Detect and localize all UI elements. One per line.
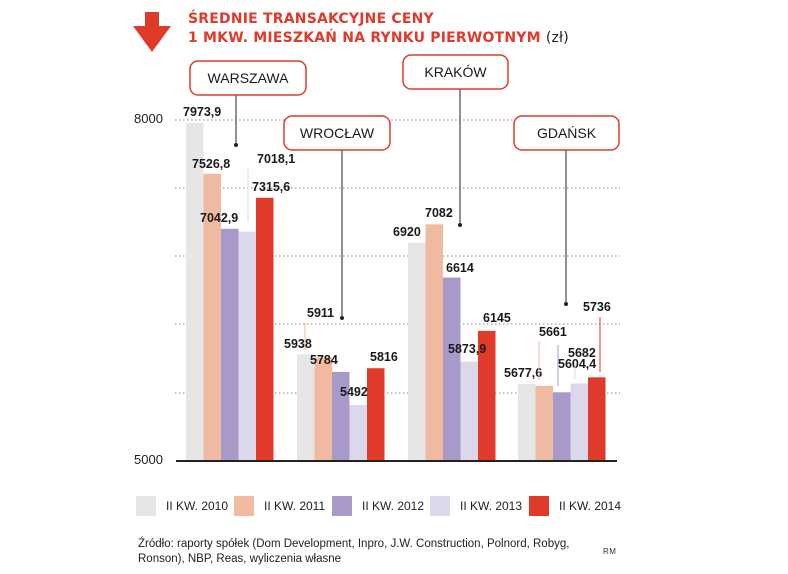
data-label-warszawa-0: 7973,9 [183, 105, 221, 119]
city-connector-dot-gdańsk [564, 302, 568, 306]
legend-swatch-1 [234, 496, 254, 516]
y-tick-label-8000: 8000 [134, 111, 163, 126]
legend-item-1: II KW. 2011 [234, 495, 325, 517]
legend: II KW. 2010 II KW. 2011 II KW. 2012 II KW. … [136, 495, 656, 517]
city-connector-dot-kraków [458, 223, 462, 227]
bar-wrocław-0 [297, 354, 315, 461]
city-box-kraków [402, 54, 509, 90]
title-line-2-text: 1 MKW. MIESZKAŃ NA RYNKU PIERWOTNYM [188, 30, 541, 46]
source-line-1: Źródło: raporty spółek (Dom Development,… [138, 538, 570, 550]
legend-swatch-0 [136, 496, 156, 516]
bar-wrocław-3 [349, 405, 367, 461]
legend-label-1: II KW. 2011 [264, 499, 326, 513]
bar-gdańsk-0 [518, 383, 536, 461]
legend-label-3: II KW. 2013 [460, 499, 523, 513]
y-axis: 5000 8000 [134, 111, 617, 467]
city-connector-dot-wrocław [340, 316, 344, 320]
bar-kraków-0 [408, 242, 426, 461]
city-label-kraków: KRAKÓW [424, 64, 487, 80]
source-note: Źródło: raporty spółek (Dom Development,… [138, 537, 569, 567]
chart-title: ŚREDNIE TRANSAKCYJNE CENY 1 MKW. MIESZKA… [188, 10, 569, 48]
source-line-2: Ronson), NBP, Reas, wyliczenia własne [138, 553, 342, 565]
data-label-gdańsk-0: 5677,6 [504, 366, 542, 380]
legend-swatch-2 [332, 496, 352, 516]
data-label-gdańsk-2: 5604,4 [558, 357, 596, 371]
data-label-kraków-3: 5873,9 [448, 342, 486, 356]
data-label-warszawa-2: 7042,9 [200, 211, 238, 225]
title-line-1: ŚREDNIE TRANSAKCYJNE CENY [188, 11, 434, 27]
bar-kraków-4 [478, 330, 496, 461]
data-label-wrocław-2: 5784 [310, 353, 338, 367]
arrow-down-icon [133, 12, 171, 52]
data-label-wrocław-0: 5938 [284, 337, 312, 351]
bar-warszawa-2 [221, 228, 239, 461]
legend-item-0: II KW. 2010 [136, 495, 228, 517]
bar-wrocław-4 [367, 368, 385, 461]
city-label-gdańsk: GDAŃSK [537, 125, 597, 141]
legend-swatch-3 [430, 496, 450, 516]
data-label-kraków-0: 6920 [393, 225, 421, 239]
data-label-warszawa-3: 7018,1 [257, 152, 295, 166]
bar-gdańsk-2 [553, 392, 571, 461]
bar-kraków-2 [443, 277, 461, 461]
bar-wrocław-1 [314, 357, 332, 461]
legend-item-2: II KW. 2012 [332, 495, 424, 517]
city-box-warszawa [189, 60, 307, 96]
data-label-warszawa-1: 7526,8 [192, 157, 230, 171]
bar-kraków-1 [425, 224, 443, 461]
bar-warszawa-4 [256, 197, 274, 462]
bar-gdańsk-3 [570, 383, 588, 461]
legend-swatch-4 [529, 496, 549, 516]
legend-item-3: II KW. 2013 [430, 495, 522, 517]
legend-item-4: II KW. 2014 [529, 495, 621, 517]
city-connector-dot-warszawa [234, 143, 238, 147]
city-labels: WARSZAWA WROCŁAW KRAKÓW GDAŃSK [189, 54, 620, 320]
city-label-wrocław: WROCŁAW [300, 125, 375, 141]
city-box-wrocław [283, 115, 391, 151]
title-unit: (zł) [545, 30, 569, 46]
data-label-wrocław-3: 5492 [340, 385, 368, 399]
bar-kraków-3 [460, 361, 478, 461]
data-label-kraków-4: 6145 [483, 311, 511, 325]
legend-label-4: II KW. 2014 [559, 499, 622, 513]
data-label-gdańsk-3: 5682 [568, 346, 596, 360]
author-initials: RM [603, 547, 617, 556]
data-label-kraków-2: 6614 [446, 261, 474, 275]
city-box-gdańsk [513, 115, 620, 151]
data-label-gdańsk-1: 5661 [539, 325, 567, 339]
data-label-kraków-1: 7082 [425, 206, 453, 220]
bar-gdańsk-1 [535, 385, 553, 461]
bar-warszawa-1 [203, 173, 221, 462]
data-label-warszawa-4: 7315,6 [252, 180, 290, 194]
data-label-gdańsk-4: 5736 [583, 300, 611, 314]
data-labels: 7973,9 7526,8 7042,9 7018,1 7315,6 5938 5911 57… [183, 105, 611, 399]
bar-gdańsk-4 [588, 377, 606, 461]
data-label-wrocław-1: 5911 [307, 306, 334, 320]
city-label-warszawa: WARSZAWA [208, 70, 290, 86]
bars [186, 122, 606, 462]
legend-label-0: II KW. 2010 [166, 499, 229, 513]
y-tick-label-5000: 5000 [134, 452, 163, 467]
data-label-wrocław-4: 5816 [370, 350, 398, 364]
title-line-2: 1 MKW. MIESZKAŃ NA RYNKU PIERWOTNYM (zł) [188, 29, 569, 48]
bar-wrocław-2 [332, 371, 350, 461]
bar-warszawa-0 [186, 122, 204, 461]
bar-warszawa-3 [238, 231, 256, 461]
legend-label-2: II KW. 2012 [362, 499, 425, 513]
